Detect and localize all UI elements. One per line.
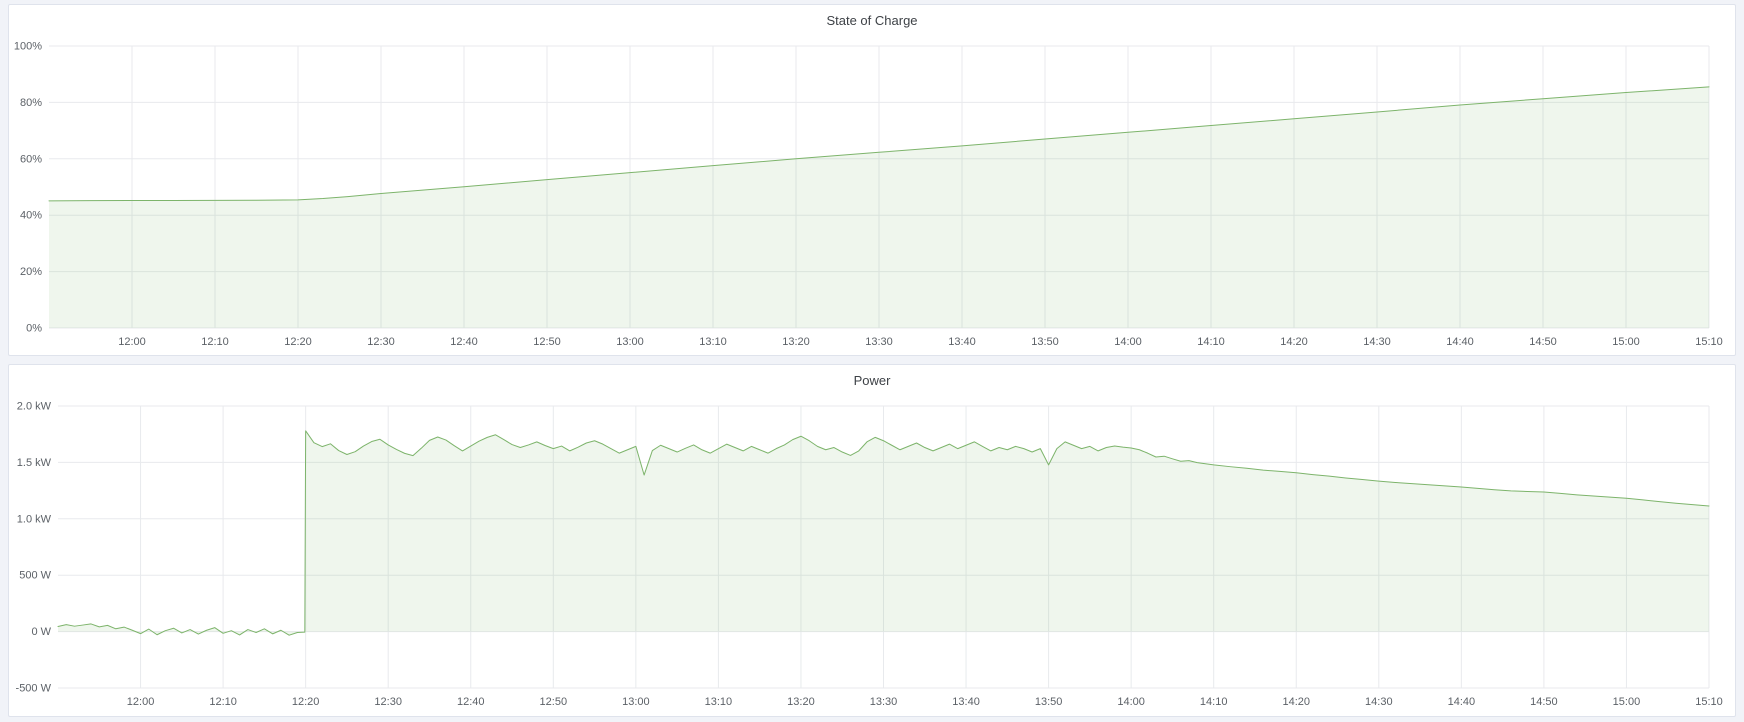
y-tick-label: 1.0 kW [17,513,52,525]
x-tick-label: 12:40 [457,696,485,708]
y-tick-label: -500 W [16,683,52,695]
x-tick-label: 15:10 [1695,336,1723,348]
y-tick-label: 40% [20,210,42,222]
x-tick-label: 14:20 [1280,336,1308,348]
x-tick-label: 13:10 [699,336,727,348]
power-area [58,430,1709,636]
x-tick-label: 13:50 [1035,696,1063,708]
x-tick-label: 13:30 [865,336,893,348]
x-tick-label: 13:00 [616,336,644,348]
panel-power: Power -500 W 0 W 500 W 1.0 kW 1.5 kW 2.0 kW 12… [8,364,1736,717]
x-tick-label: 13:20 [782,336,810,348]
state-of-charge-plot[interactable]: 0% 20% 40% 60% 80% 100% 12:00 12:10 12:20 12:30 12… [9,35,1735,355]
x-tick-label: 14:00 [1114,336,1142,348]
panel-title-power[interactable]: Power [853,372,891,388]
panel-title-state-of-charge[interactable]: State of Charge [826,12,918,28]
x-tick-label: 12:30 [367,336,395,348]
power-plot[interactable]: -500 W 0 W 500 W 1.0 kW 1.5 kW 2.0 kW 12:00 12:… [9,395,1735,716]
x-tick-label: 14:50 [1529,336,1557,348]
x-tick-label: 14:10 [1200,696,1228,708]
x-tick-label: 12:10 [209,696,237,708]
state-of-charge-chart[interactable]: 0% 20% 40% 60% 80% 100% 12:00 12:10 12:20 12:30 12… [9,35,1735,355]
y-tick-label: 0% [26,323,42,335]
x-tick-label: 14:30 [1363,336,1391,348]
power-line [57,430,1710,636]
y-tick-label: 1.5 kW [17,457,52,469]
y-tick-label: 80% [20,97,42,109]
x-tick-label: 12:50 [533,336,561,348]
y-tick-label: 2.0 kW [17,401,52,413]
x-tick-label: 15:00 [1612,336,1640,348]
x-tick-label: 15:00 [1613,696,1641,708]
x-tick-label: 13:40 [952,696,980,708]
y-tick-label: 500 W [19,570,51,582]
x-tick-label: 13:40 [948,336,976,348]
x-tick-label: 13:50 [1031,336,1059,348]
y-tick-label: 60% [20,153,42,165]
x-tick-label: 14:40 [1446,336,1474,348]
x-tick-label: 12:10 [201,336,229,348]
y-tick-label: 20% [20,266,42,278]
x-tick-label: 14:20 [1282,696,1310,708]
x-tick-label: 14:00 [1117,696,1145,708]
x-tick-label: 13:00 [622,696,650,708]
x-tick-label: 14:50 [1530,696,1558,708]
x-tick-label: 13:30 [870,696,898,708]
x-tick-label: 12:30 [374,696,402,708]
x-tick-label: 13:20 [787,696,815,708]
x-tick-label: 14:10 [1197,336,1225,348]
panel-state-of-charge: State of Charge 0% 20% 40% 60% 80% 100% 12:00 1… [8,4,1736,356]
x-tick-label: 14:30 [1365,696,1393,708]
y-tick-label: 100% [14,41,42,53]
x-tick-label: 12:50 [540,696,568,708]
x-tick-label: 12:00 [118,336,146,348]
state-of-charge-area [49,86,1709,328]
x-tick-label: 12:20 [284,336,312,348]
x-tick-label: 12:40 [450,336,478,348]
x-tick-label: 14:40 [1448,696,1476,708]
x-tick-label: 15:10 [1695,696,1723,708]
x-tick-label: 12:00 [127,696,155,708]
power-chart[interactable]: -500 W 0 W 500 W 1.0 kW 1.5 kW 2.0 kW 12:00 12:… [9,395,1735,716]
state-of-charge-line [48,86,1710,202]
x-tick-label: 12:20 [292,696,320,708]
y-tick-label: 0 W [31,626,51,638]
x-tick-label: 13:10 [705,696,733,708]
